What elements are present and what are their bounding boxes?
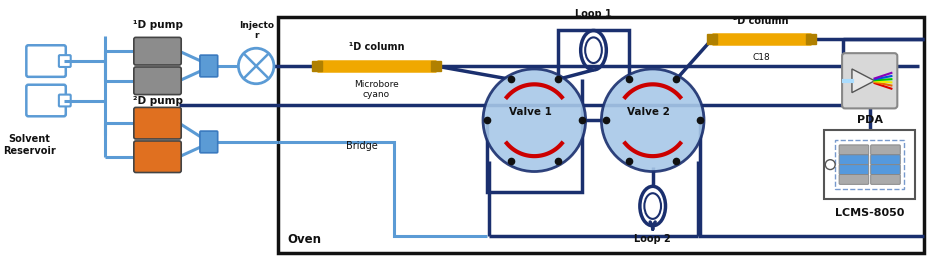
FancyBboxPatch shape (839, 165, 868, 175)
Text: ²D column: ²D column (733, 16, 788, 26)
FancyBboxPatch shape (200, 55, 218, 77)
Text: PDA: PDA (857, 115, 883, 125)
Text: ²D pump: ²D pump (132, 95, 182, 106)
Circle shape (601, 69, 704, 172)
Text: ¹D pump: ¹D pump (132, 20, 182, 29)
Circle shape (483, 69, 585, 172)
FancyBboxPatch shape (871, 175, 901, 184)
Text: Valve 2: Valve 2 (627, 107, 670, 117)
Text: ¹D column: ¹D column (349, 42, 405, 52)
FancyBboxPatch shape (871, 145, 901, 155)
Text: LCMS-8050: LCMS-8050 (835, 208, 904, 218)
FancyBboxPatch shape (27, 85, 66, 116)
FancyBboxPatch shape (839, 155, 868, 165)
FancyBboxPatch shape (134, 108, 181, 139)
FancyBboxPatch shape (871, 155, 901, 165)
Text: Valve 1: Valve 1 (509, 107, 552, 117)
FancyBboxPatch shape (59, 55, 70, 67)
Text: Loop 2: Loop 2 (635, 234, 671, 244)
Circle shape (826, 160, 835, 170)
FancyBboxPatch shape (200, 131, 218, 153)
Text: Injecto
r: Injecto r (238, 21, 274, 40)
FancyBboxPatch shape (134, 141, 181, 172)
FancyBboxPatch shape (825, 130, 915, 199)
Text: Solvent
Reservoir: Solvent Reservoir (3, 134, 56, 156)
FancyBboxPatch shape (27, 45, 66, 77)
Text: Oven: Oven (288, 232, 322, 246)
Text: Bridge: Bridge (346, 141, 377, 151)
Text: C18: C18 (752, 53, 770, 62)
Text: Loop 1: Loop 1 (575, 9, 612, 19)
FancyBboxPatch shape (839, 145, 868, 155)
FancyBboxPatch shape (842, 53, 898, 108)
FancyBboxPatch shape (839, 175, 868, 184)
FancyBboxPatch shape (134, 67, 181, 95)
FancyBboxPatch shape (134, 37, 181, 65)
FancyBboxPatch shape (59, 95, 70, 106)
Polygon shape (852, 69, 875, 93)
Text: Microbore
cyano: Microbore cyano (354, 80, 399, 99)
Circle shape (238, 48, 274, 84)
FancyBboxPatch shape (871, 165, 901, 175)
